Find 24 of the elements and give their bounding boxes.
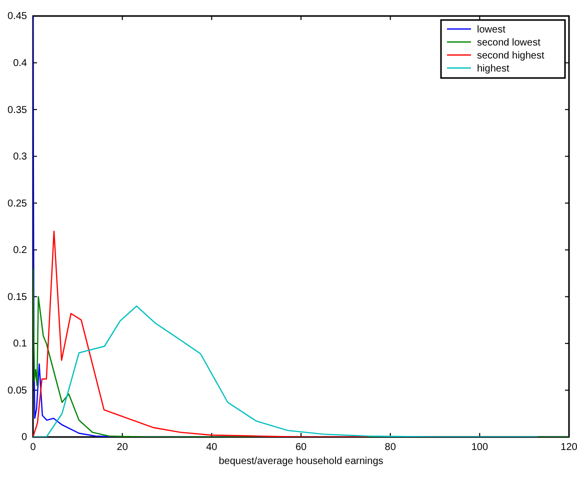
legend-label: highest [477, 64, 510, 74]
x-tick-label: 0 [30, 442, 36, 454]
y-tick-label: 0.15 [8, 292, 28, 303]
legend-label: second highest [477, 50, 544, 62]
x-tick-label: 80 [384, 442, 396, 454]
y-tick-label: 0.1 [13, 338, 28, 350]
line-series [33, 305, 538, 437]
y-tick-label: 0.2 [13, 245, 28, 256]
y-tick-label: 0.35 [8, 104, 28, 116]
y-tick-label: 0.25 [8, 198, 28, 210]
x-tick-label: 120 [560, 442, 577, 454]
legend-label: second lowest [477, 38, 541, 48]
y-tick-label: 0.4 [13, 58, 28, 69]
x-tick-label: 100 [471, 442, 488, 454]
y-tick-label: 0 [21, 432, 28, 444]
x-axis-title: bequest/average household earnings [218, 456, 384, 467]
y-tick-label: 0.05 [8, 385, 28, 396]
y-tick-label: 0.3 [13, 152, 28, 163]
y-tick-label: 0.45 [8, 11, 28, 22]
x-tick-label: 60 [295, 442, 307, 454]
x-tick-label: 20 [116, 442, 128, 454]
x-tick-label: 40 [206, 442, 218, 454]
line-series [33, 230, 369, 437]
legend-label: lowest [477, 24, 506, 36]
